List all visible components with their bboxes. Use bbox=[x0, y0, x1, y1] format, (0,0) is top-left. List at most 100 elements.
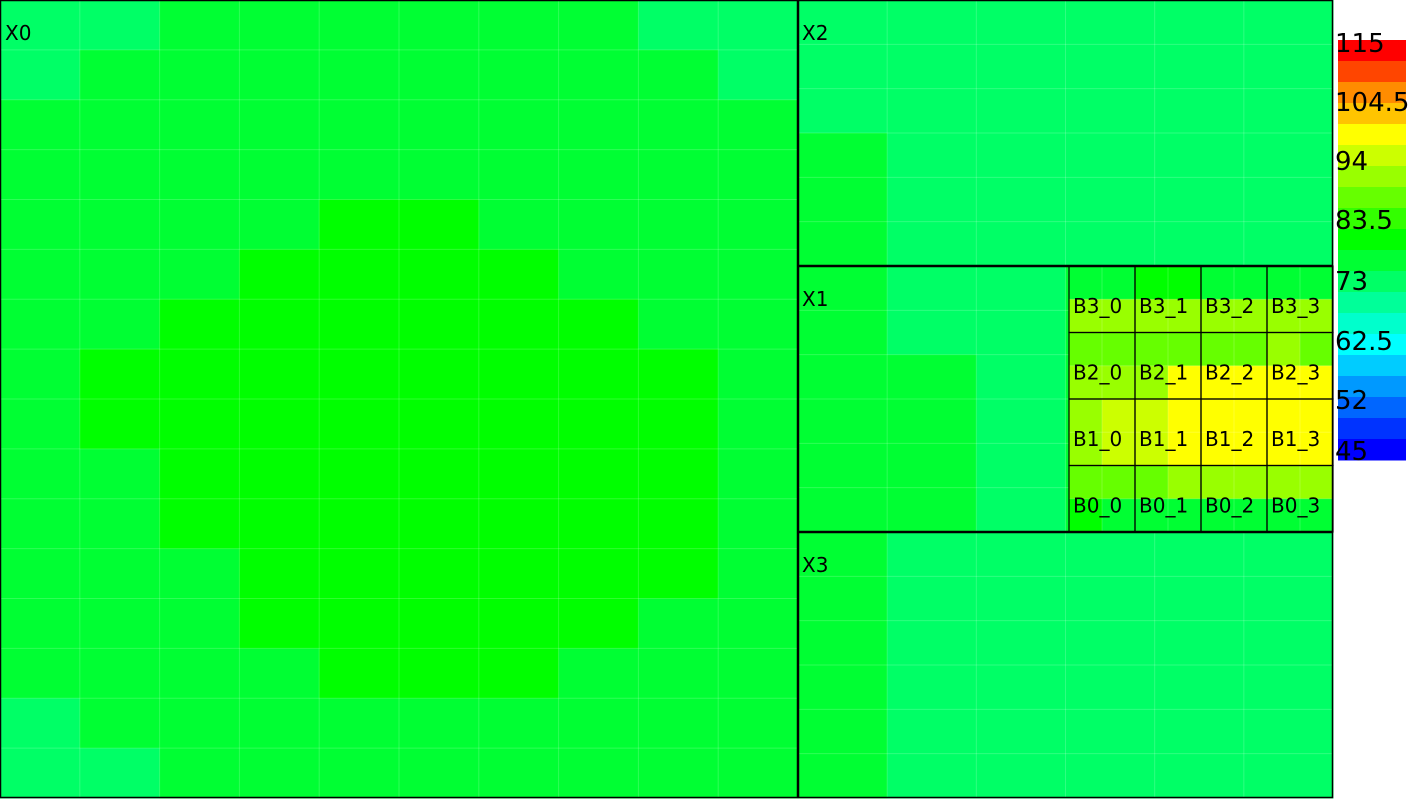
block-x0-cell bbox=[159, 698, 240, 749]
block-x0-cell bbox=[0, 399, 81, 450]
colorbar-band bbox=[1338, 439, 1406, 461]
block-x3-cell bbox=[798, 620, 888, 666]
block-x3-cell bbox=[1065, 753, 1156, 799]
colorbar-band bbox=[1338, 166, 1406, 188]
block-x1-cell bbox=[798, 310, 888, 356]
sub-block-cell bbox=[1300, 299, 1334, 333]
sub-block-cell bbox=[1102, 432, 1136, 466]
block-x2-cell bbox=[887, 221, 977, 267]
block-x3-cell bbox=[1065, 665, 1156, 710]
block-x0-cell bbox=[399, 0, 480, 51]
block-x0-cell bbox=[239, 598, 320, 649]
block-x3-cell bbox=[976, 709, 1066, 755]
sub-block-label-b3_0: B3_0 bbox=[1073, 294, 1122, 318]
block-x0-cell bbox=[638, 199, 719, 250]
block-x3-cell bbox=[976, 620, 1066, 666]
block-x3-cell bbox=[1154, 665, 1245, 710]
block-x3-cell bbox=[1154, 709, 1245, 755]
sub-block-cell bbox=[1234, 266, 1268, 300]
block-x0-cell bbox=[79, 199, 161, 250]
block-x0-cell bbox=[239, 0, 320, 51]
block-x3-cell bbox=[887, 709, 977, 755]
sub-block-cell bbox=[1168, 399, 1202, 433]
block-x3-cell bbox=[976, 576, 1066, 622]
colorbar-band bbox=[1338, 292, 1406, 314]
block-x0-cell bbox=[239, 149, 320, 201]
block-x1-cell bbox=[976, 399, 1066, 444]
colorbar-band bbox=[1338, 187, 1406, 209]
block-x0-cell bbox=[319, 149, 400, 201]
block-x2-cell bbox=[976, 221, 1066, 267]
sub-block-cell bbox=[1069, 266, 1103, 300]
sub-block-label-b1_0: B1_0 bbox=[1073, 427, 1122, 451]
colorbar-tick-label: 83.5 bbox=[1335, 206, 1393, 236]
block-x2-cell bbox=[887, 88, 977, 134]
sub-block-cell bbox=[1069, 399, 1103, 433]
block-x2-cell bbox=[1065, 133, 1156, 178]
block-x0-cell bbox=[239, 698, 320, 749]
colorbar-band bbox=[1338, 250, 1406, 272]
sub-block-cell bbox=[1069, 465, 1103, 500]
sub-block-cell bbox=[1201, 266, 1235, 300]
block-x0-cell bbox=[0, 448, 81, 500]
block-x2-cell bbox=[976, 0, 1066, 45]
sub-block-cell bbox=[1135, 266, 1169, 300]
block-x0-cell bbox=[399, 349, 480, 400]
block-x0-cell bbox=[558, 99, 639, 151]
block-x0-cell bbox=[239, 49, 320, 101]
sub-block-cell bbox=[1102, 498, 1136, 533]
colorbar-band bbox=[1338, 40, 1406, 62]
block-x3-cell bbox=[887, 753, 977, 799]
block-x0-cell bbox=[319, 698, 400, 749]
block-x0-cell bbox=[478, 249, 560, 300]
block-x0-cell bbox=[638, 498, 719, 550]
block-x0-cell bbox=[79, 399, 161, 450]
block-x0-cell bbox=[79, 249, 161, 300]
block-x3-cell bbox=[887, 620, 977, 666]
block-x2-cell bbox=[1154, 221, 1245, 267]
block-x0-cell bbox=[79, 548, 161, 600]
block-x3-cell bbox=[887, 576, 977, 622]
block-x0-cell bbox=[239, 648, 320, 699]
block-x0-cell bbox=[718, 349, 799, 400]
block-x3-cell bbox=[798, 753, 888, 799]
block-x0-cell bbox=[79, 349, 161, 400]
block-x3-cell bbox=[1065, 709, 1156, 755]
sub-block-cell bbox=[1234, 465, 1268, 500]
sub-block-cell bbox=[1201, 465, 1235, 500]
block-x0-cell bbox=[478, 448, 560, 500]
block-x2-cell bbox=[1243, 88, 1334, 134]
block-x3-cell bbox=[976, 532, 1066, 577]
block-x0-cell bbox=[718, 199, 799, 250]
block-x2-cell bbox=[1243, 0, 1334, 45]
colorbar-tick-label: 62.5 bbox=[1335, 327, 1393, 357]
sub-block-cell bbox=[1102, 365, 1136, 400]
sub-block-label-b1_2: B1_2 bbox=[1205, 427, 1254, 451]
block-x0-cell bbox=[0, 0, 81, 51]
sub-block-cell bbox=[1168, 365, 1202, 400]
sub-block-cell bbox=[1234, 498, 1268, 533]
block-x2-cell bbox=[887, 0, 977, 45]
block-x0-cell bbox=[718, 149, 799, 201]
block-x1-cell bbox=[887, 487, 977, 533]
block-x0-cell bbox=[399, 748, 480, 799]
block-x0-cell bbox=[319, 0, 400, 51]
block-x0-cell bbox=[0, 49, 81, 101]
colorbar-band bbox=[1338, 103, 1406, 125]
block-x3-cell bbox=[1154, 576, 1245, 622]
block-x2-cell bbox=[887, 177, 977, 223]
colorbar-band bbox=[1338, 313, 1406, 335]
block-x1-cell bbox=[887, 354, 977, 400]
block-x1-label: X1 bbox=[802, 287, 828, 311]
block-x0-cell bbox=[718, 0, 799, 51]
block-x0-border bbox=[0, 0, 799, 799]
block-x0-cell bbox=[558, 249, 639, 300]
block-x3-cell bbox=[887, 532, 977, 577]
block-x0-cell bbox=[478, 149, 560, 201]
colorbar-band bbox=[1338, 61, 1406, 83]
sub-block-cell bbox=[1201, 365, 1235, 400]
block-x3-cell bbox=[1154, 753, 1245, 799]
sub-block-cell bbox=[1102, 266, 1136, 300]
block-x0-cell bbox=[159, 498, 240, 550]
block-x1-cell bbox=[976, 266, 1066, 311]
